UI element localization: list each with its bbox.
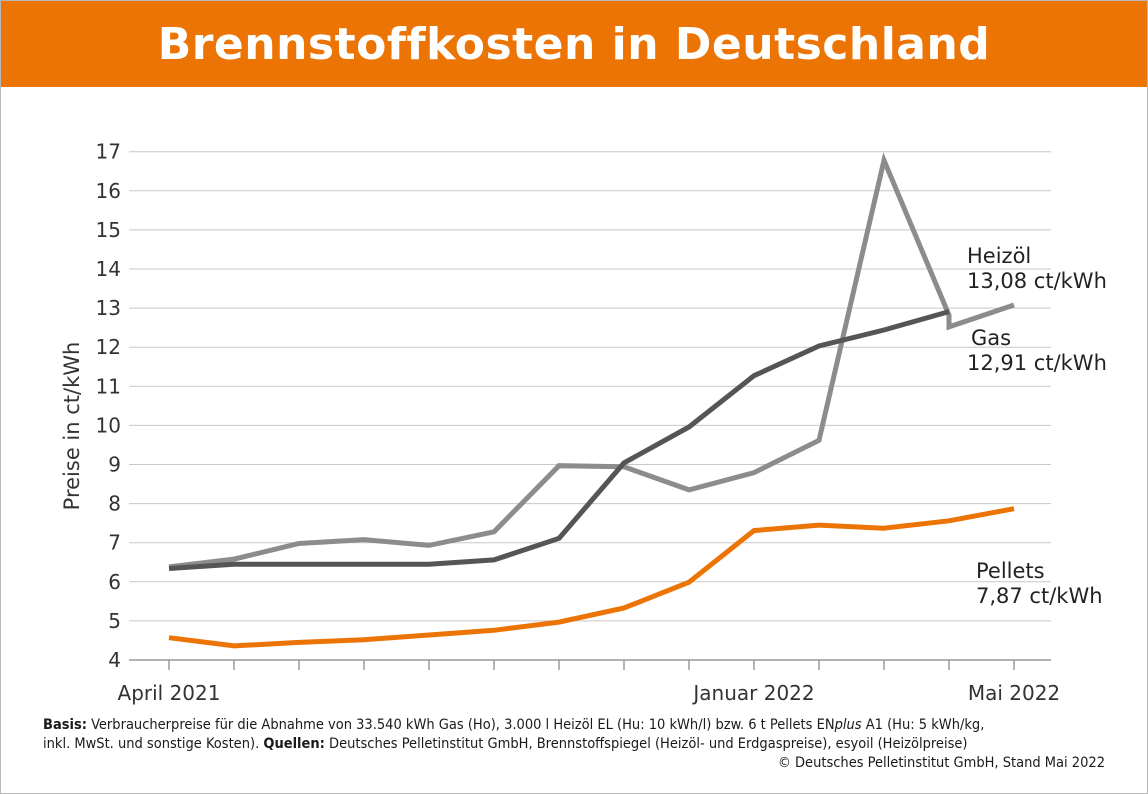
sources-label: Quellen: — [263, 736, 325, 752]
y-tick-label: 8 — [108, 492, 121, 516]
y-tick-label: 17 — [96, 140, 121, 164]
series-line-pellets — [168, 506, 1015, 649]
x-tick-label: April 2021 — [118, 681, 221, 705]
gridlines — [129, 151, 1051, 622]
y-tick-label: 11 — [96, 374, 121, 398]
basis-text-2: A1 (Hu: 5 kWh/kg, — [861, 717, 985, 733]
series-value-gas: 12,91 ct/kWh — [967, 351, 1107, 375]
y-tick-label: 9 — [108, 453, 121, 477]
x-tick-label: Mai 2022 — [968, 681, 1060, 705]
title-banner: Brennstoffkosten in Deutschland — [1, 1, 1147, 87]
footnote-line-1: Basis: Verbraucherpreise für die Abnahme… — [43, 716, 1105, 735]
series-name-pellets: Pellets — [976, 559, 1045, 583]
line-chart: 4 5 6 7 8 9 10 11 12 13 14 15 16 17 April 2021 Januar … — [60, 140, 1107, 705]
y-tick-label: 10 — [96, 413, 121, 437]
basis-label: Basis: — [43, 717, 87, 733]
copyright: © Deutsches Pelletinstitut GmbH, Stand M… — [777, 755, 1105, 771]
y-tick-label: 7 — [108, 531, 121, 555]
y-tick-label: 5 — [108, 609, 121, 633]
x-axis: April 2021 Januar 2022 Mai 2022 — [118, 659, 1060, 705]
chart-title: Brennstoffkosten in Deutschland — [157, 18, 991, 70]
y-axis-label: Preise in ct/kWh — [60, 342, 84, 511]
basis-text-1: Verbraucherpreise für die Abnahme von 33… — [86, 717, 835, 733]
y-axis-ticks: 4 5 6 7 8 9 10 11 12 13 14 15 16 17 — [96, 140, 121, 672]
y-tick-label: 6 — [108, 570, 121, 594]
y-tick-label: 16 — [96, 179, 121, 203]
y-tick-label: 14 — [96, 257, 121, 281]
series-value-pellets: 7,87 ct/kWh — [976, 584, 1103, 608]
x-tick-label: Januar 2022 — [691, 681, 814, 705]
line2-text: inkl. MwSt. und sonstige Kosten). — [43, 736, 264, 752]
basis-text-italic: plus — [834, 717, 862, 733]
series-value-heizoel: 13,08 ct/kWh — [967, 269, 1107, 293]
series-name-heizoel: Heizöl — [967, 244, 1031, 268]
footnote: Basis: Verbraucherpreise für die Abnahme… — [43, 716, 1105, 773]
series-name-gas: Gas — [971, 326, 1011, 350]
series-line-heizoel — [168, 152, 1015, 570]
footnote-line-2: inkl. MwSt. und sonstige Kosten). Quelle… — [43, 735, 1105, 754]
y-tick-label: 4 — [108, 648, 121, 672]
y-tick-label: 13 — [96, 296, 121, 320]
series-line-gas — [168, 309, 950, 571]
sources-text: Deutsches Pelletinstitut GmbH, Brennstof… — [324, 736, 968, 752]
y-tick-label: 15 — [96, 218, 121, 242]
series-lines — [168, 152, 1015, 649]
y-tick-label: 12 — [96, 335, 121, 359]
